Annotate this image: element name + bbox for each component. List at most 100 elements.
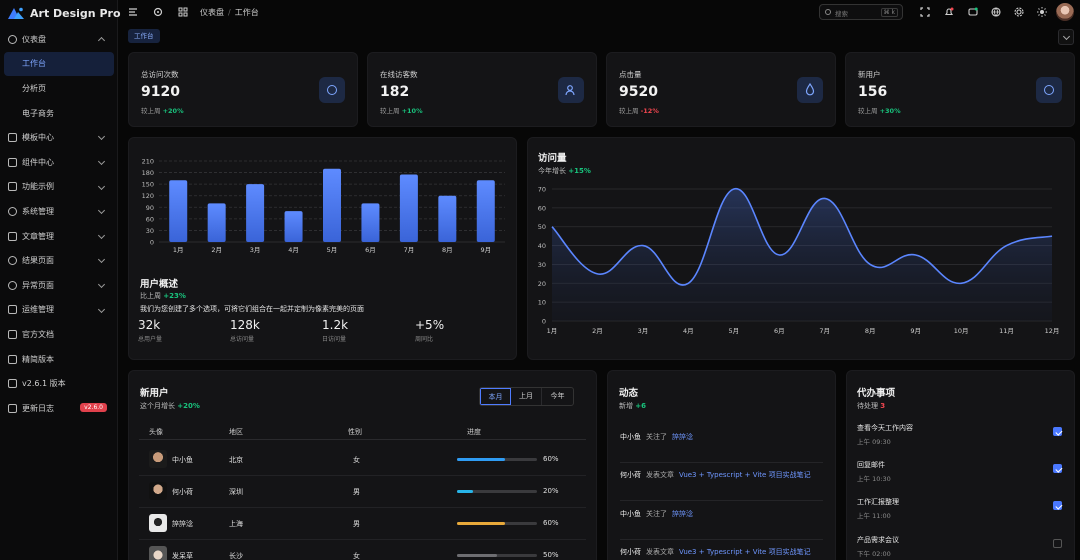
todo-title: 代办事项 [857, 388, 896, 399]
sidebar-item-workbench[interactable]: 工作台 [4, 51, 114, 77]
activity-target-link[interactable]: Vue3 + Typescript + Vite 项目实战笔记 [679, 548, 811, 556]
search-input[interactable]: 搜索 ⌘ k [819, 4, 903, 20]
search-icon [825, 9, 831, 15]
sidebar-item-exception[interactable]: 异常页面 [0, 273, 118, 298]
template-icon [8, 133, 17, 143]
sidebar-item-dashboard[interactable]: 仪表盘 [0, 27, 118, 52]
breadcrumb-item[interactable]: 仪表盘 [200, 8, 224, 17]
activity-user[interactable]: 中小鱼 [620, 510, 641, 518]
progress-fill [457, 554, 497, 557]
user-avatar[interactable] [1056, 3, 1074, 21]
settings-icon[interactable] [1014, 7, 1024, 17]
activity-item[interactable]: 何小荷 发表文章 Vue3 + Typescript + Vite 项目实战笔记 [620, 540, 823, 560]
sidebar-item-result[interactable]: 结果页面 [0, 248, 118, 273]
bar [399, 174, 418, 242]
y-tick-label: 150 [142, 181, 154, 189]
sidebar-item-label: 结果页面 [22, 256, 54, 266]
overview-title: 用户概述 [140, 279, 179, 290]
todo-item[interactable]: 产品需求会议 下午 02:00 [857, 531, 1064, 560]
table-row[interactable]: 发呆草 长沙 女 50% [139, 540, 586, 560]
grid-icon[interactable] [178, 7, 188, 17]
activity-item[interactable]: 何小荷 发表文章 Vue3 + Typescript + Vite 项目实战笔记 [620, 463, 823, 501]
user-name: 誶誶淰 [172, 520, 193, 528]
todo-item[interactable]: 查看今天工作内容 上午 09:30 [857, 419, 1064, 456]
search-placeholder: 搜索 [835, 10, 848, 18]
sidebar-item-version[interactable]: v2.6.1 版本 [0, 371, 118, 396]
chart-pie-icon [1036, 77, 1062, 103]
todo-item-time: 上午 09:30 [857, 438, 891, 446]
range-this-month[interactable]: 本月 [480, 388, 511, 405]
sidebar-item-article[interactable]: 文章管理 [0, 224, 118, 249]
sidebar-item-component[interactable]: 组件中心 [0, 150, 118, 175]
todo-item[interactable]: 回复邮件 上午 10:30 [857, 456, 1064, 493]
activity-target-link[interactable]: 誶誶淰 [672, 433, 693, 441]
sidebar-item-analysis[interactable]: 分析页 [0, 76, 118, 101]
bell-icon[interactable] [944, 7, 954, 17]
table-row[interactable]: 何小荷 深圳 男 20% [139, 476, 586, 508]
activity-target-link[interactable]: Vue3 + Typescript + Vite 项目实战笔记 [679, 471, 811, 479]
activity-title: 动态 [619, 388, 639, 399]
sidebar-item-docs[interactable]: 官方文档 [0, 322, 118, 347]
user-region: 北京 [229, 456, 243, 464]
sidebar-item-ops[interactable]: 运维管理 [0, 298, 118, 323]
table-row[interactable]: 誶誶淰 上海 男 60% [139, 508, 586, 540]
column-header-gender: 性别 [348, 428, 362, 436]
todo-checkbox[interactable] [1053, 427, 1062, 436]
refresh-icon[interactable] [153, 7, 163, 17]
search-shortcut: ⌘ k [880, 8, 898, 17]
sidebar-item-label: 电子商务 [22, 108, 54, 118]
range-last-month[interactable]: 上月 [511, 388, 542, 405]
range-selector: 本月 上月 今年 [479, 387, 574, 406]
activity-item[interactable]: 中小鱼 关注了 誶誶淰 [620, 425, 823, 463]
logo-icon [8, 7, 24, 19]
fullscreen-icon[interactable] [920, 7, 930, 17]
app-logo[interactable]: Art Design Pro [8, 6, 121, 20]
theme-sun-icon[interactable] [1037, 7, 1047, 17]
activity-item[interactable]: 中小鱼 关注了 誶誶淰 [620, 502, 823, 540]
x-tick-label: 4月 [288, 246, 299, 254]
bar [361, 203, 380, 242]
todo-item[interactable]: 工作汇报整理 上午 11:00 [857, 493, 1064, 530]
result-icon [8, 256, 17, 266]
sidebar-item-changelog[interactable]: 更新日志 v2.6.0 [0, 396, 118, 421]
activity-user[interactable]: 何小荷 [620, 548, 641, 556]
progress-fill [457, 490, 473, 493]
sidebar-item-ecommerce[interactable]: 电子商务 [0, 101, 118, 126]
stat-card-total-visits: 总访问次数 9120 较上周 +20% [128, 52, 358, 127]
todo-checkbox[interactable] [1053, 464, 1062, 473]
activity-user[interactable]: 中小鱼 [620, 433, 641, 441]
todo-item-title: 回复邮件 [857, 461, 885, 469]
sidebar-item-feature[interactable]: 功能示例 [0, 175, 118, 200]
sidebar-item-system[interactable]: 系统管理 [0, 199, 118, 224]
activity-target-link[interactable]: 誶誶淰 [672, 510, 693, 518]
progress-bar [457, 490, 537, 493]
user-region: 长沙 [229, 552, 243, 560]
todo-checkbox[interactable] [1053, 501, 1062, 510]
activity-user[interactable]: 何小荷 [620, 471, 641, 479]
menu-toggle-icon[interactable] [128, 7, 138, 17]
todo-checkbox[interactable] [1053, 539, 1062, 548]
user-region: 深圳 [229, 488, 243, 496]
range-this-year[interactable]: 今年 [550, 392, 565, 400]
tab-workbench[interactable]: 工作台 [128, 29, 160, 43]
feature-icon [8, 182, 17, 192]
sidebar-item-lite[interactable]: 精简版本 [0, 347, 118, 372]
user-name: 中小鱼 [172, 456, 193, 464]
x-tick-label: 2月 [211, 246, 222, 254]
sidebar-item-label: 分析页 [22, 83, 46, 93]
language-icon[interactable] [991, 7, 1001, 17]
progress-bar [457, 458, 537, 461]
activity-action: 发表文章 [646, 548, 674, 556]
tab-more-button[interactable] [1058, 29, 1074, 45]
overview-card [128, 137, 517, 360]
chat-icon[interactable] [968, 7, 978, 17]
x-tick-label: 10月 [954, 327, 969, 335]
sidebar-item-template[interactable]: 模板中心 [0, 125, 118, 150]
stat-value: 9520 [619, 84, 658, 100]
todo-item-title: 产品需求会议 [857, 536, 899, 544]
bar [476, 180, 495, 242]
chevron-up-icon [97, 36, 106, 45]
y-tick-label: 60 [538, 204, 546, 212]
table-row[interactable]: 中小鱼 北京 女 60% [139, 444, 586, 476]
activity-card: 动态 新增 +6 中小鱼 关注了 誶誶淰 何小荷 发表文章 Vue3 + Typescr… [607, 370, 836, 560]
